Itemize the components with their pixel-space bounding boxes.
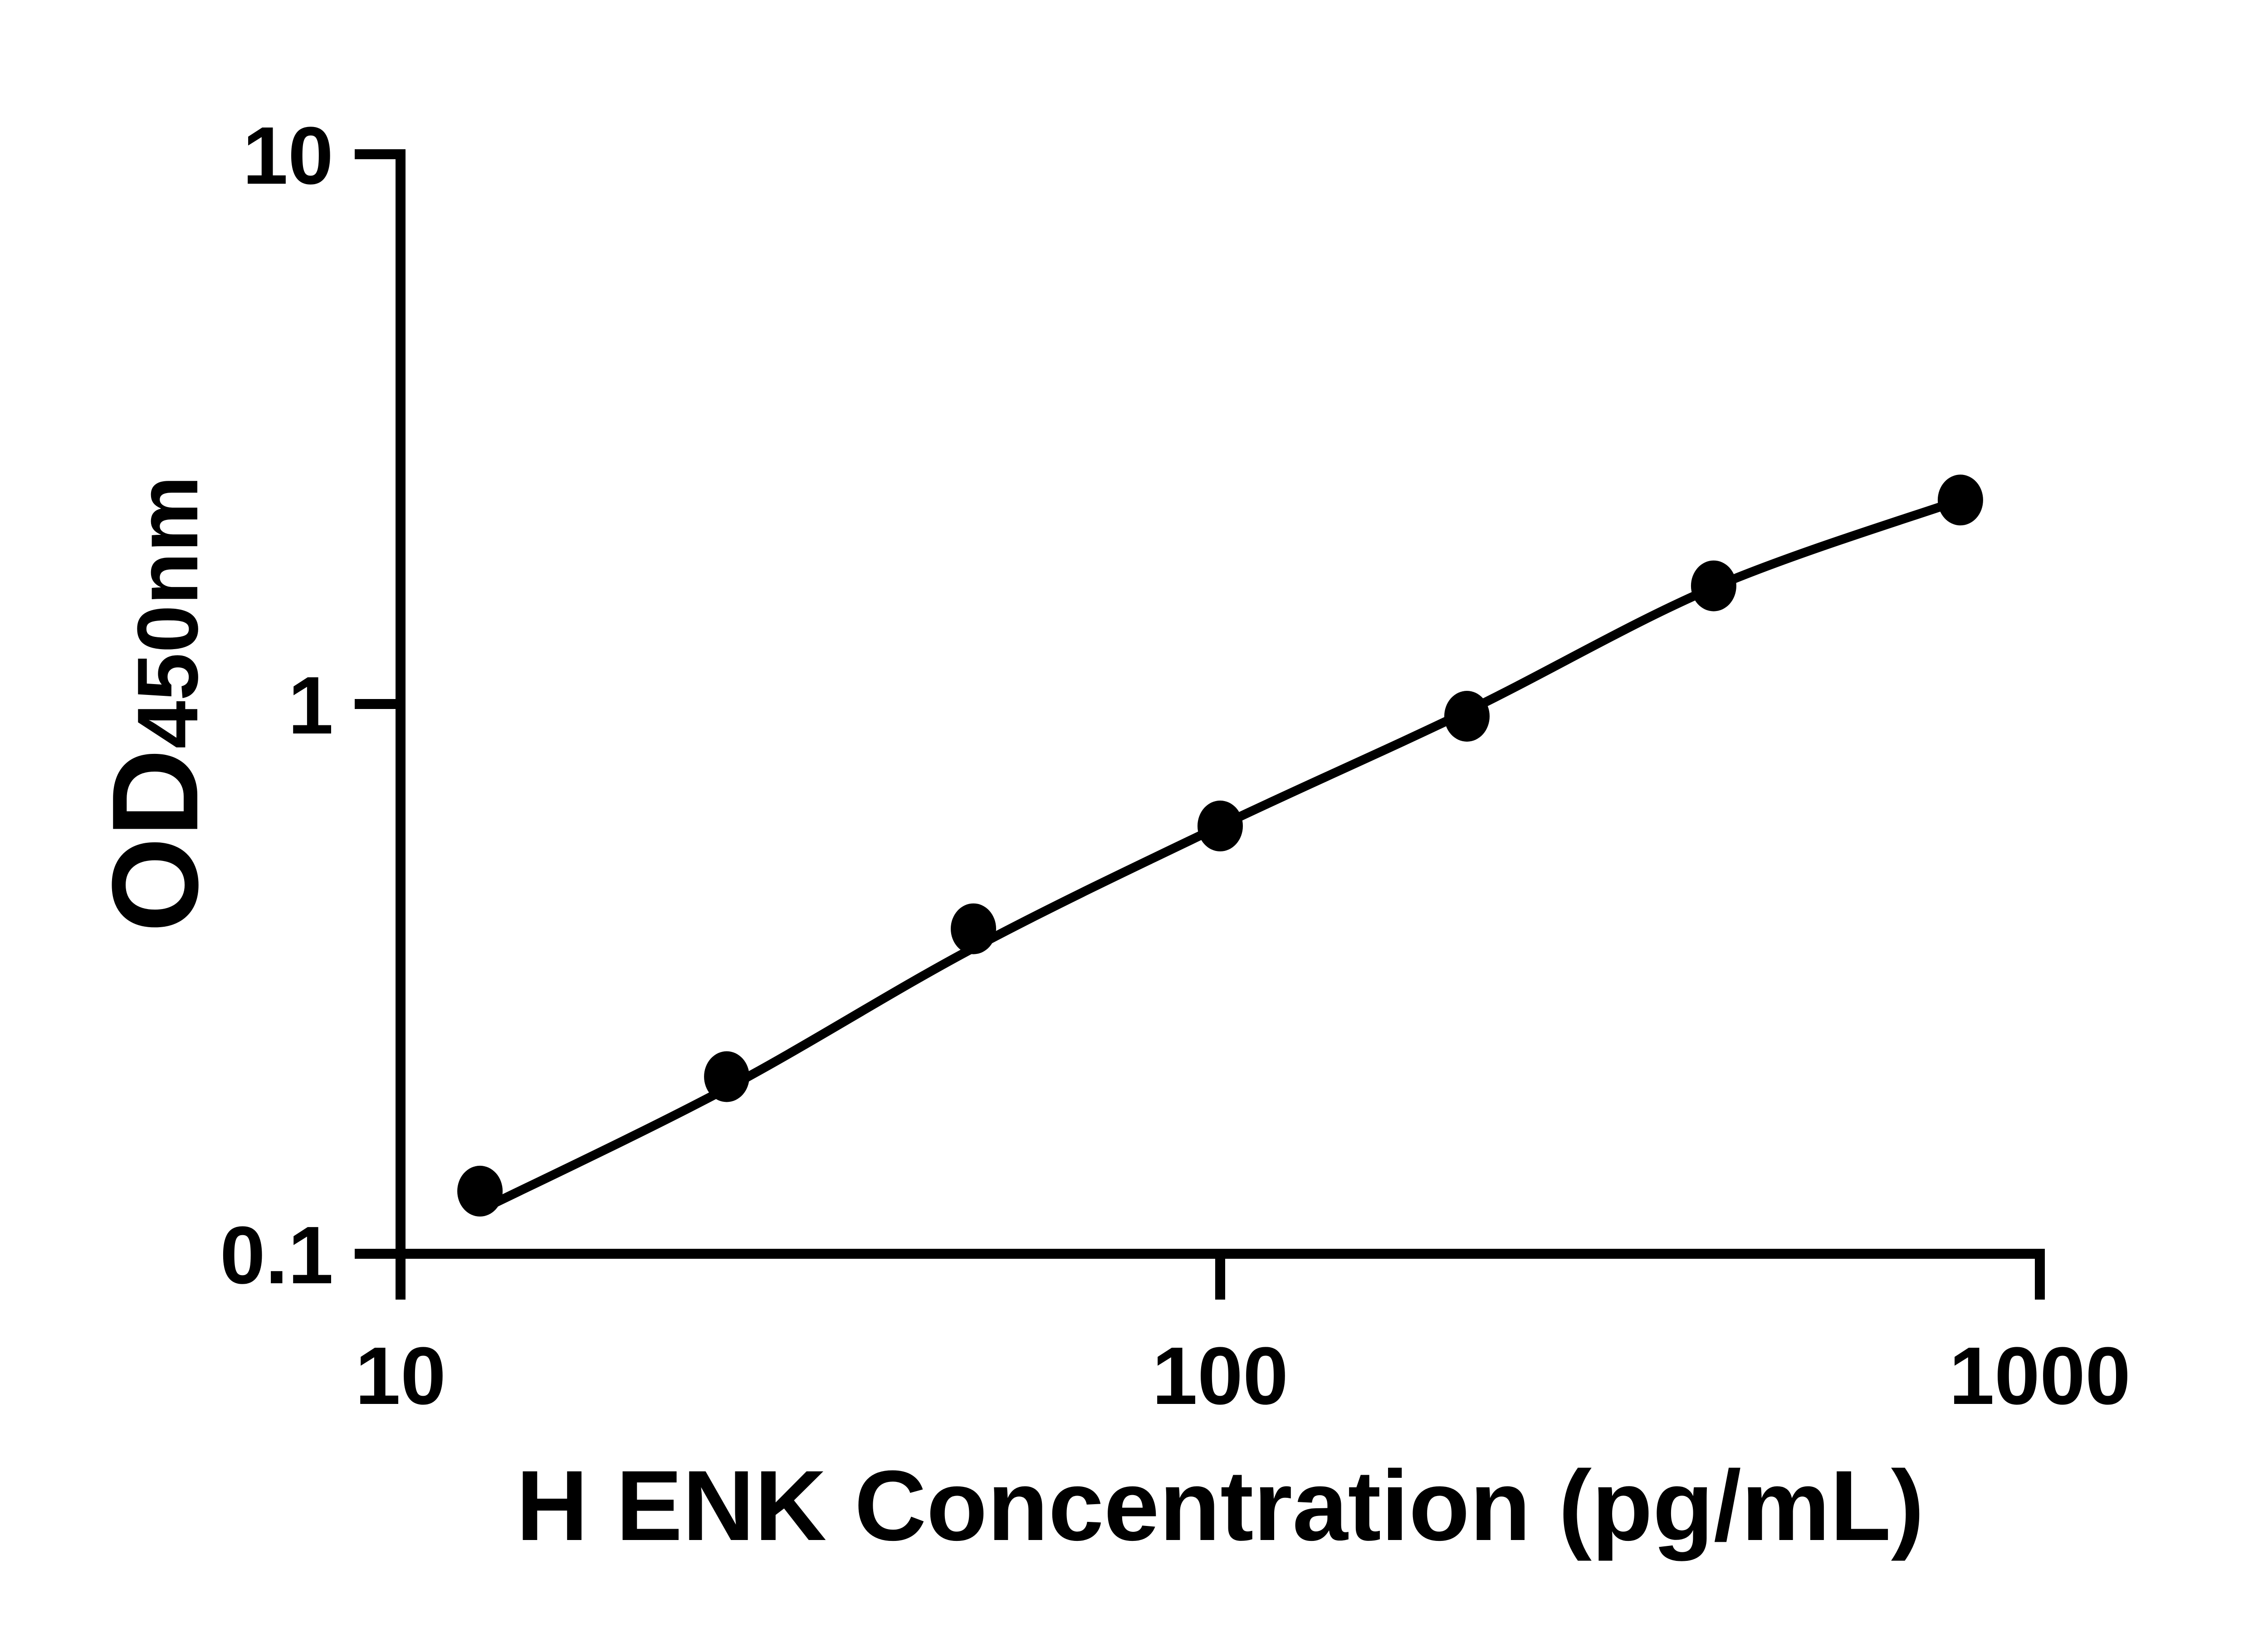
data-point-marker — [951, 903, 996, 954]
data-point-marker — [1444, 691, 1490, 742]
y-axis-tick-label: 1 — [288, 660, 333, 751]
x-axis-tick-label: 100 — [1152, 1330, 1288, 1422]
x-axis-tick-label: 1000 — [1949, 1330, 2131, 1422]
data-point-marker — [1937, 474, 1983, 526]
y-axis-tick-label: 0.1 — [220, 1210, 333, 1301]
y-axis-tick-label: 10 — [243, 110, 333, 201]
y-axis-title-main: OD — [87, 749, 224, 933]
x-axis-title: H ENK Concentration (pg/mL) — [516, 1450, 1924, 1561]
y-axis-title-sub: 450nm — [120, 475, 216, 748]
x-axis-tick-label: 10 — [355, 1330, 446, 1422]
y-axis-title: OD450nm — [87, 475, 224, 932]
data-point-marker — [704, 1051, 750, 1102]
data-point-marker — [1691, 560, 1736, 611]
fit-curve — [475, 495, 1965, 1215]
data-point-marker — [457, 1165, 503, 1217]
data-point-marker — [1198, 800, 1243, 851]
